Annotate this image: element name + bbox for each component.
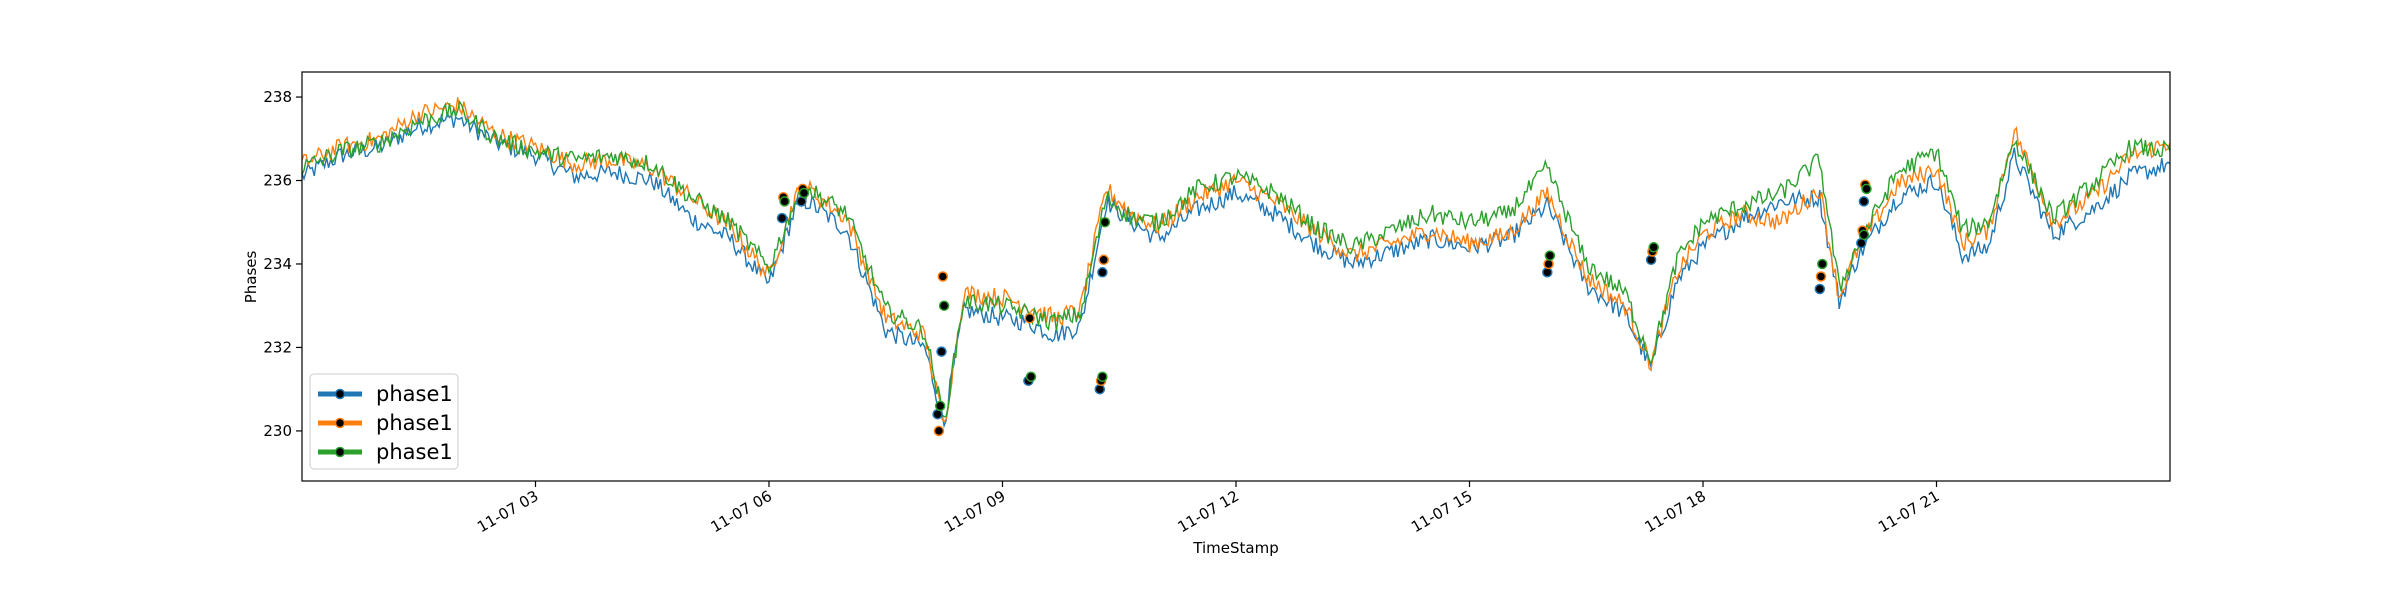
series-line-3 <box>301 99 2171 418</box>
marker-point <box>1815 271 1827 282</box>
marker-point <box>776 212 788 224</box>
plot-frame <box>301 71 2171 482</box>
y-tick-label: 238 <box>263 88 292 106</box>
marker-point <box>938 300 950 311</box>
marker-point <box>1542 267 1553 278</box>
marker-point <box>937 271 949 282</box>
marker-point <box>1814 283 1826 295</box>
marker-point <box>1025 371 1037 382</box>
marker-point <box>934 400 946 412</box>
marker-point <box>1858 229 1870 241</box>
y-tick-label: 236 <box>263 172 292 190</box>
y-tick-label: 234 <box>263 255 292 273</box>
y-tick-label: 230 <box>263 422 292 440</box>
legend-entry: phase1 <box>318 440 453 464</box>
marker-point <box>1097 371 1108 382</box>
x-tick-label: 11-07 15 <box>1408 487 1475 536</box>
marker-point <box>1098 254 1109 266</box>
marker-point <box>1099 216 1111 228</box>
x-axis-label: TimeStamp <box>1192 539 1278 557</box>
legend-label: phase1 <box>376 440 453 464</box>
x-axis: 11-07 03 11-07 06 11-07 09 11-07 12 11-07 15… <box>474 481 1943 536</box>
marker-point <box>933 425 945 437</box>
legend-marker <box>334 417 346 429</box>
x-tick-label: 11-07 12 <box>1175 487 1242 536</box>
marker-point <box>1094 383 1106 395</box>
x-tick-label: 11-07 06 <box>708 487 775 536</box>
legend-marker <box>334 388 346 400</box>
series-line-2 <box>301 97 2171 423</box>
marker-point <box>796 196 807 207</box>
marker-layer <box>776 179 1872 437</box>
x-tick-label: 11-07 09 <box>941 487 1008 536</box>
marker-point <box>779 196 790 207</box>
legend-entries: phase1 phase1 phase1 <box>318 382 453 464</box>
legend-label: phase1 <box>376 411 453 435</box>
marker-point <box>1861 183 1872 195</box>
legend-entry: phase1 <box>318 382 453 406</box>
legend-entry: phase1 <box>318 411 453 435</box>
legend: phase1 phase1 phase1 <box>309 373 459 470</box>
legend-marker <box>334 446 346 458</box>
marker-point <box>798 187 810 199</box>
legend-label: phase1 <box>376 382 453 406</box>
x-tick-label: 11-07 18 <box>1642 487 1709 536</box>
marker-point <box>1645 254 1657 266</box>
x-tick-label: 11-07 21 <box>1875 487 1942 536</box>
marker-point <box>1858 196 1870 207</box>
marker-point <box>1817 258 1828 270</box>
marker-point <box>1543 258 1554 270</box>
y-axis: 230 232 234 236 238 <box>263 88 302 440</box>
x-tick-label: 11-07 03 <box>474 487 541 536</box>
marker-point <box>1024 312 1035 324</box>
marker-point <box>1097 267 1108 278</box>
legend-box <box>309 373 459 470</box>
marker-point <box>936 346 947 357</box>
marker-point <box>1648 242 1659 253</box>
y-tick-label: 232 <box>263 338 292 356</box>
series-line-1 <box>301 111 2171 429</box>
series-layer <box>301 97 2171 429</box>
y-axis-label: Phases <box>242 251 260 304</box>
marker-point <box>1544 250 1556 261</box>
